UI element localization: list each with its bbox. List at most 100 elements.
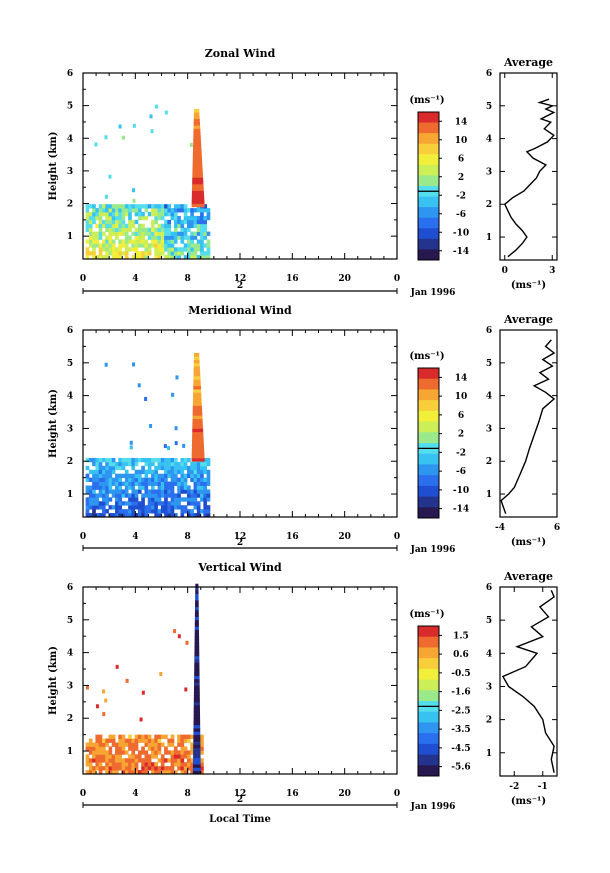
heatmap-cell bbox=[141, 481, 145, 486]
x-tick-label: 12 bbox=[234, 789, 247, 799]
heatmap-cell bbox=[167, 766, 172, 771]
heatmap-cell bbox=[134, 746, 139, 751]
heatmap-cell bbox=[193, 392, 202, 397]
heatmap-cell bbox=[183, 750, 188, 755]
heatmap-cell bbox=[92, 461, 96, 467]
colorbar-swatch bbox=[418, 249, 439, 261]
heatmap-cell bbox=[137, 489, 142, 494]
colorbar-tick-label: -10 bbox=[453, 228, 469, 238]
heatmap-cell bbox=[144, 513, 149, 518]
y-tick-label: 3 bbox=[67, 424, 73, 434]
heatmap-cell bbox=[154, 247, 158, 252]
heatmap-cell bbox=[115, 750, 119, 755]
heatmap-cell bbox=[149, 114, 153, 119]
heatmap-cell bbox=[171, 392, 175, 397]
heatmap-cell bbox=[85, 208, 90, 213]
heatmap-cell bbox=[167, 457, 172, 463]
heatmap-cell bbox=[200, 485, 204, 490]
average-title: Average bbox=[503, 313, 553, 326]
heatmap-cell bbox=[180, 251, 185, 256]
colorbar-swatch bbox=[418, 154, 439, 166]
heatmap-cell bbox=[193, 251, 198, 256]
heatmap-cell bbox=[160, 762, 165, 767]
heatmap-cell bbox=[173, 227, 178, 232]
heatmap-cell bbox=[147, 497, 152, 502]
heatmap-cell bbox=[180, 746, 185, 751]
heatmap-cell bbox=[141, 734, 145, 739]
heatmap-cell bbox=[167, 738, 172, 743]
heatmap-cell bbox=[151, 485, 155, 490]
colorbar-swatch bbox=[418, 421, 439, 433]
heatmap-cell bbox=[196, 493, 201, 498]
heatmap-cell bbox=[164, 227, 168, 232]
heatmap-cell bbox=[125, 678, 129, 683]
heatmap-cell bbox=[144, 247, 149, 252]
heatmap-cell bbox=[124, 742, 129, 747]
heatmap-cell bbox=[124, 770, 129, 775]
heatmap-cell bbox=[134, 204, 139, 209]
heatmap-cell bbox=[206, 255, 211, 260]
heatmap-cell bbox=[118, 215, 122, 221]
heatmap-cell bbox=[88, 489, 93, 494]
heatmap-cell bbox=[164, 766, 168, 771]
colorbar-tick-label: -2.5 bbox=[451, 706, 470, 716]
heatmap-cell bbox=[95, 513, 100, 518]
heatmap-cell bbox=[154, 505, 158, 510]
colorbar-tick-label: -10 bbox=[453, 486, 469, 496]
heatmap-cell bbox=[159, 672, 163, 677]
heatmap-cell bbox=[187, 227, 191, 232]
colorbar-tick-label: -0.5 bbox=[451, 669, 470, 679]
heatmap-cell bbox=[193, 125, 201, 129]
heatmap-cell bbox=[121, 208, 126, 213]
heatmap-cell bbox=[131, 746, 136, 751]
heatmap-cell bbox=[88, 243, 93, 248]
x-tick-label: 8 bbox=[185, 789, 191, 799]
heatmap-cell bbox=[164, 255, 168, 260]
heatmap-cell bbox=[98, 469, 103, 475]
heatmap-cell bbox=[95, 734, 100, 739]
heatmap-cell bbox=[180, 208, 185, 213]
heatmap-cell bbox=[187, 750, 191, 755]
heatmap-cell bbox=[128, 501, 132, 506]
heatmap-cell bbox=[92, 219, 96, 225]
heatmap-cell bbox=[151, 766, 155, 771]
heatmap-cell bbox=[157, 227, 162, 232]
heatmap-cell bbox=[193, 352, 200, 357]
heatmap-cell bbox=[193, 688, 200, 693]
colorbar-tick-label: 14 bbox=[455, 117, 468, 127]
heatmap-cell bbox=[173, 758, 178, 763]
y-tick-label: 3 bbox=[67, 681, 73, 691]
heatmap-cell bbox=[157, 243, 162, 248]
heatmap-cell bbox=[141, 235, 145, 240]
heatmap-cell bbox=[101, 746, 106, 751]
heatmap-cell bbox=[137, 485, 142, 490]
average-line bbox=[500, 339, 556, 514]
heatmap-cell bbox=[124, 738, 129, 743]
x-tick-label: 20 bbox=[338, 532, 351, 542]
heatmap-cell bbox=[121, 212, 126, 217]
heatmap-cell bbox=[98, 255, 103, 260]
colorbar-tick-label: 2 bbox=[458, 430, 464, 440]
heatmap-cell bbox=[206, 489, 211, 494]
heatmap-cell bbox=[111, 513, 116, 518]
average-y-tick-label: 4 bbox=[486, 649, 492, 659]
heatmap-cell bbox=[194, 678, 200, 683]
heatmap-cell bbox=[157, 766, 162, 771]
heatmap-cell bbox=[187, 509, 191, 514]
heatmap-cell bbox=[167, 212, 172, 217]
heatmap-cell bbox=[137, 734, 142, 739]
heatmap-cell bbox=[167, 750, 172, 755]
heatmap-cell bbox=[144, 485, 149, 490]
heatmap-cell bbox=[194, 669, 200, 673]
heatmap-cell bbox=[124, 485, 129, 490]
heatmap-cell bbox=[170, 461, 175, 467]
heatmap-cell bbox=[157, 457, 162, 463]
heatmap-cell bbox=[88, 770, 93, 775]
heatmap-cell bbox=[101, 766, 106, 771]
heatmap-cell bbox=[128, 215, 132, 221]
heatmap-cell bbox=[118, 513, 122, 518]
heatmap-cell bbox=[134, 477, 139, 482]
heatmap-cell bbox=[190, 243, 194, 248]
